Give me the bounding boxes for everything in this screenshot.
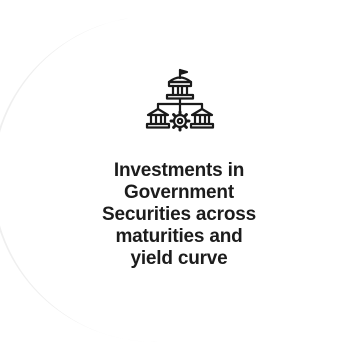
caption-line: Investments in — [113, 160, 245, 181]
center-disc — [29, 24, 331, 328]
caption-line: Securities across — [102, 204, 256, 225]
caption: Investments in Government Securities acr… — [84, 160, 274, 270]
caption-line: yield curve — [130, 248, 228, 269]
caption-line: maturities and — [115, 226, 243, 247]
government-building-network-icon — [145, 68, 215, 140]
caption-line: Government — [124, 182, 234, 203]
